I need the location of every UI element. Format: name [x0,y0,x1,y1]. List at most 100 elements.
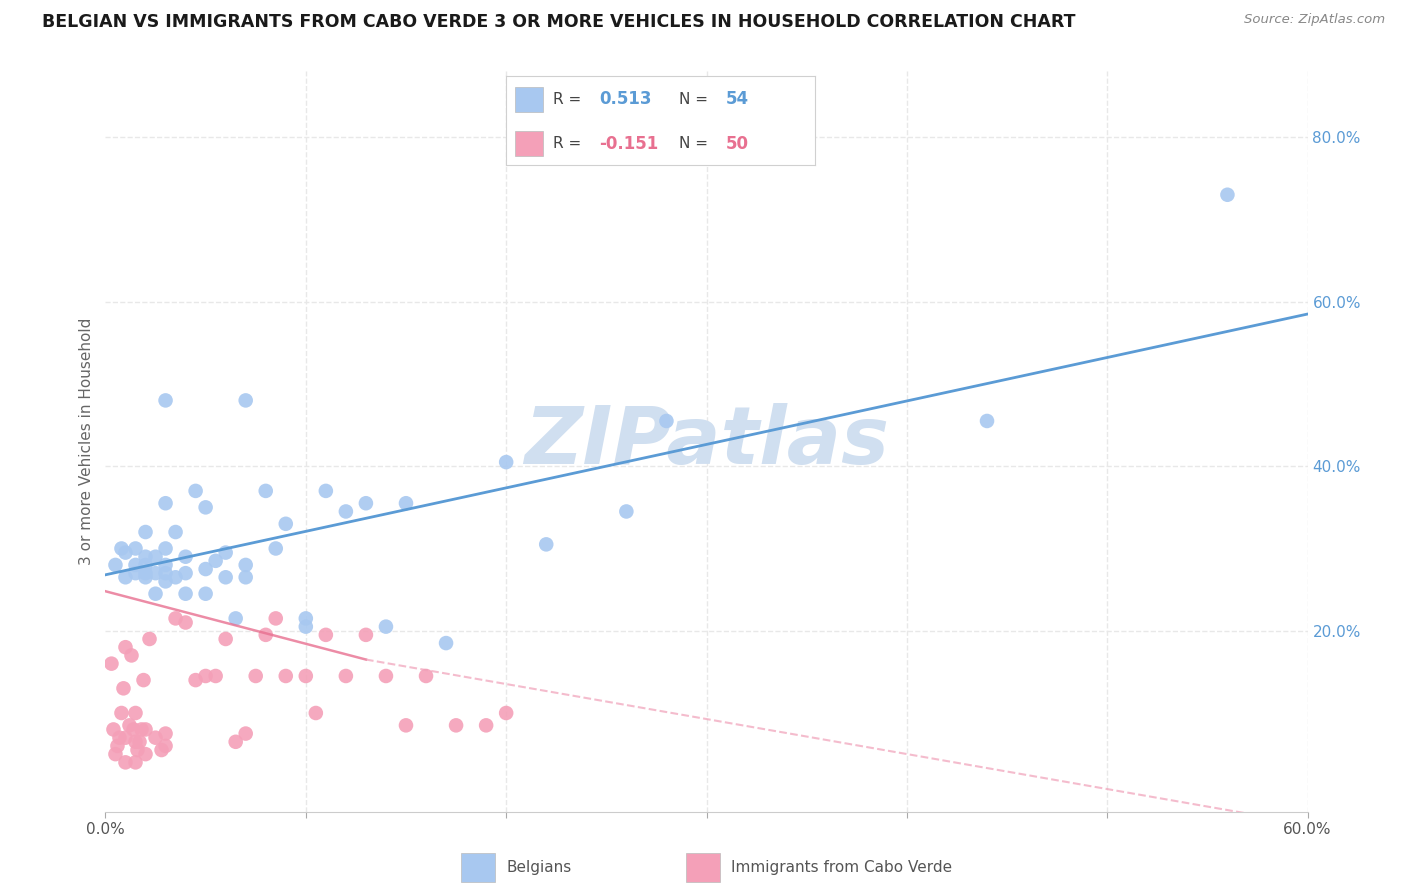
Point [335,504,357,518]
Point [295,619,318,633]
Point [495,455,517,469]
Point [155,566,177,581]
Point [444,718,467,732]
Point [155,739,177,753]
Point [114,570,136,584]
Point [135,747,157,761]
Point [225,611,247,625]
Point [475,718,498,732]
Point [194,669,217,683]
Point [264,611,287,625]
FancyBboxPatch shape [516,131,543,156]
Text: Immigrants from Cabo Verde: Immigrants from Cabo Verde [731,860,952,875]
Point [194,500,217,515]
Point [174,615,197,630]
Point [135,570,157,584]
Point [165,570,187,584]
Point [374,669,398,683]
Point [374,619,398,633]
FancyBboxPatch shape [516,87,543,112]
Point [128,735,150,749]
Point [124,756,146,770]
Point [254,483,277,498]
Point [145,587,167,601]
Point [184,483,207,498]
Point [214,570,236,584]
Point [112,681,135,696]
Point [305,706,328,720]
Point [155,541,177,556]
Point [295,611,318,625]
Point [104,747,127,761]
Point [114,756,136,770]
Point [214,632,236,646]
Point [138,632,160,646]
Point [254,628,277,642]
Point [354,628,377,642]
FancyBboxPatch shape [686,854,720,881]
Point [274,516,297,531]
Point [110,706,132,720]
Point [124,566,146,581]
Point [132,673,155,687]
Point [655,414,678,428]
Point [315,628,337,642]
Point [354,496,377,510]
Point [235,726,257,740]
Point [124,541,146,556]
Point [1216,187,1239,202]
Point [145,731,167,745]
Text: Belgians: Belgians [506,860,571,875]
Point [100,657,122,671]
Text: 0.513: 0.513 [599,90,651,108]
Point [235,558,257,572]
Point [121,648,143,663]
Point [135,549,157,564]
Point [174,566,197,581]
Point [124,558,146,572]
Point [165,524,187,539]
Text: -0.151: -0.151 [599,135,658,153]
Text: 54: 54 [725,90,749,108]
Text: N =: N = [679,92,713,106]
Point [155,393,177,408]
Point [264,541,287,556]
Point [194,587,217,601]
Point [131,723,153,737]
Point [295,669,318,683]
Point [135,524,157,539]
Point [415,669,437,683]
Point [174,587,197,601]
Point [204,669,226,683]
Point [124,706,146,720]
Point [155,496,177,510]
Point [395,496,418,510]
Point [108,731,131,745]
Point [174,549,197,564]
Point [107,739,129,753]
Point [434,636,457,650]
Point [150,743,173,757]
Point [145,549,167,564]
Point [194,562,217,576]
Point [534,537,557,551]
Point [103,723,125,737]
Point [204,554,226,568]
Point [225,735,247,749]
Point [135,558,157,572]
Point [155,558,177,572]
Point [114,545,136,560]
Point [114,731,136,745]
Point [104,558,127,572]
Text: R =: R = [553,136,586,151]
Point [155,574,177,589]
Point [184,673,207,687]
Point [127,743,149,757]
Point [235,570,257,584]
Point [495,706,517,720]
Point [135,723,157,737]
Text: N =: N = [679,136,713,151]
Point [395,718,418,732]
Text: R =: R = [553,92,586,106]
Point [110,541,132,556]
